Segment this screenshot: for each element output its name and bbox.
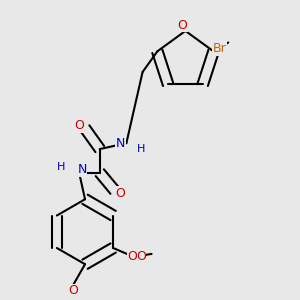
- Text: H: H: [137, 144, 145, 154]
- Text: Br: Br: [213, 42, 226, 55]
- Text: O: O: [74, 119, 84, 132]
- Text: N: N: [116, 137, 125, 150]
- Text: O: O: [68, 284, 78, 297]
- Text: H: H: [57, 162, 66, 172]
- Text: O: O: [128, 250, 137, 263]
- Text: O: O: [136, 250, 146, 263]
- Text: O: O: [116, 187, 125, 200]
- Text: N: N: [77, 163, 87, 176]
- Text: O: O: [178, 19, 188, 32]
